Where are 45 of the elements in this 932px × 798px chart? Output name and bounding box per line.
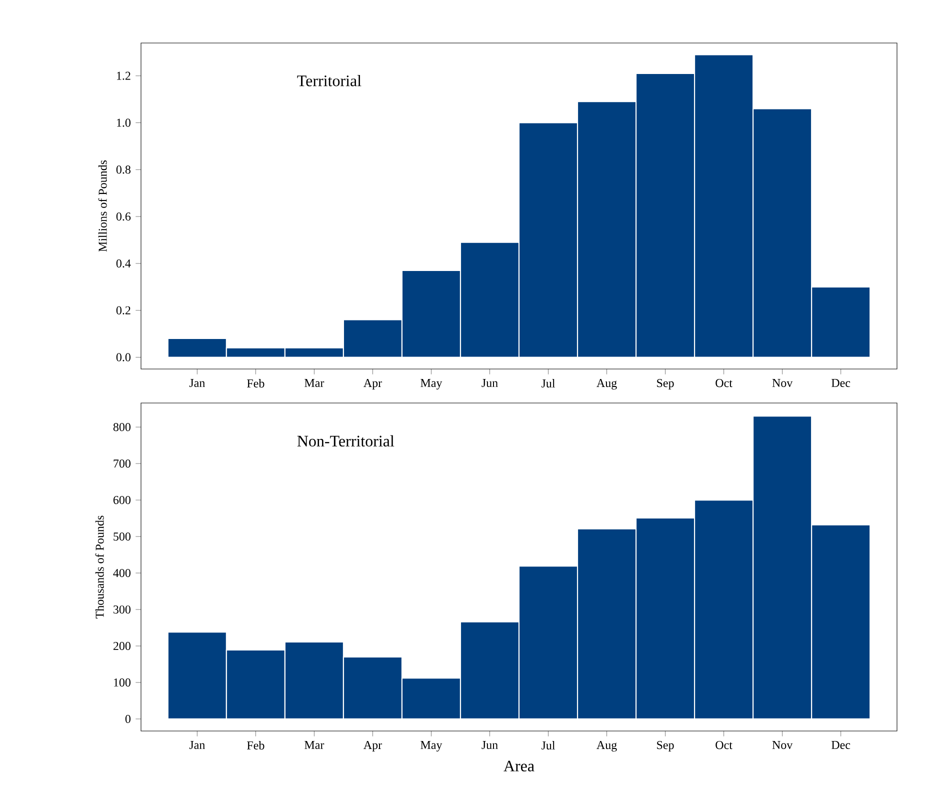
- y-tick-label: 800: [113, 423, 131, 432]
- y-tick-label: 1.0: [117, 118, 130, 127]
- x-tick-label: Oct: [716, 741, 732, 750]
- y-tick-label: 200: [113, 642, 131, 650]
- x-tick-label: Oct: [716, 379, 732, 388]
- x-tick-label: Dec: [832, 741, 850, 750]
- x-tick-label: Nov: [772, 741, 793, 750]
- x-axis-title: Area: [504, 760, 534, 772]
- y-tick-label: 1.2: [117, 72, 130, 80]
- y-tick-label: 300: [114, 605, 131, 614]
- x-tick-label: May: [420, 741, 442, 752]
- x-tick-label: Dec: [832, 379, 850, 388]
- x-tick-label: Feb: [247, 741, 264, 750]
- y-tick-label: 600: [113, 496, 131, 504]
- y-tick-label: 0: [125, 714, 130, 724]
- x-tick-label: Nov: [772, 379, 793, 388]
- x-tick-label: Aug: [596, 379, 617, 390]
- y-tick-label: 700: [114, 460, 131, 468]
- y-axis-title: Thousands of Pounds: [95, 516, 104, 618]
- x-tick-label: Feb: [247, 379, 264, 388]
- y-tick-label: 400: [113, 568, 131, 578]
- text: Territorial: [297, 75, 362, 86]
- y-axis-title: Millions of Pounds: [98, 160, 107, 252]
- y-tick-label: 500: [114, 532, 131, 541]
- x-tick-label: Mar: [304, 741, 324, 750]
- x-tick-label: Apr: [364, 741, 382, 752]
- y-tick-label: 100: [114, 678, 131, 687]
- y-tick-label: 0.4: [116, 259, 131, 268]
- x-tick-label: Jun: [482, 379, 498, 388]
- x-tick-label: Mar: [304, 379, 324, 388]
- y-tick-label: 0.6: [116, 212, 131, 221]
- x-tick-label: Jan: [189, 741, 205, 750]
- x-tick-label: Jul: [542, 379, 556, 388]
- y-tick-label: 0.8: [116, 166, 130, 174]
- x-tick-label: Jun: [482, 741, 498, 750]
- text: Non-Territorial: [297, 435, 394, 447]
- x-tick-label: Sep: [657, 741, 674, 752]
- x-tick-label: Sep: [657, 379, 674, 390]
- x-tick-label: Apr: [364, 379, 382, 390]
- y-tick-label: 0.2: [116, 306, 130, 314]
- x-tick-label: Jul: [542, 741, 556, 750]
- x-tick-label: Aug: [596, 741, 617, 752]
- x-tick-label: May: [420, 379, 442, 390]
- y-tick-label: 0.0: [116, 353, 130, 362]
- x-tick-label: Jan: [189, 379, 205, 388]
